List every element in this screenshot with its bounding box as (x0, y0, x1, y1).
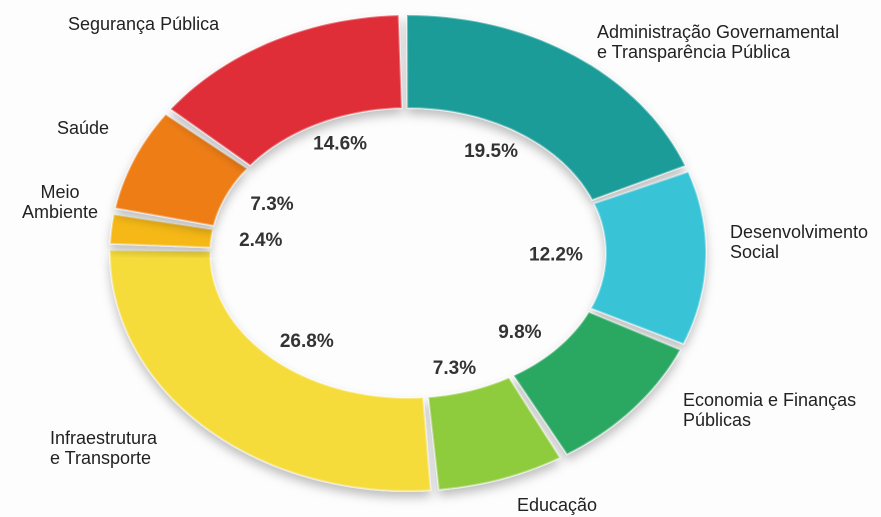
value-label: 12.2% (529, 245, 583, 266)
value-label: 7.3% (433, 358, 476, 379)
donut-segment (109, 213, 214, 249)
value-label: 19.5% (464, 141, 518, 162)
category-label: Saúde (57, 118, 110, 138)
category-label: Desenvolvimento Social (730, 222, 869, 262)
donut-segment (109, 249, 432, 492)
category-label: Segurança Pública (68, 14, 220, 34)
donut-segment (406, 14, 687, 201)
value-label: 9.8% (498, 322, 541, 343)
donut-segment (512, 311, 682, 456)
donut-segment (427, 376, 561, 491)
value-label: 14.6% (313, 134, 367, 155)
category-label: Meio Ambiente (21, 182, 99, 222)
donut-segment (114, 113, 248, 227)
category-label: Infraestrutura e Transporte (50, 428, 158, 468)
donut-segment (590, 170, 707, 345)
value-label: 7.3% (250, 194, 293, 215)
donut-segment (169, 14, 403, 167)
value-label: 26.8% (280, 331, 334, 352)
value-label: 2.4% (239, 230, 282, 251)
category-label: Economia e Finanças Públicas (683, 390, 857, 430)
category-label: Administração Governamental e Transparên… (597, 22, 840, 62)
category-label: Educação (517, 495, 598, 515)
